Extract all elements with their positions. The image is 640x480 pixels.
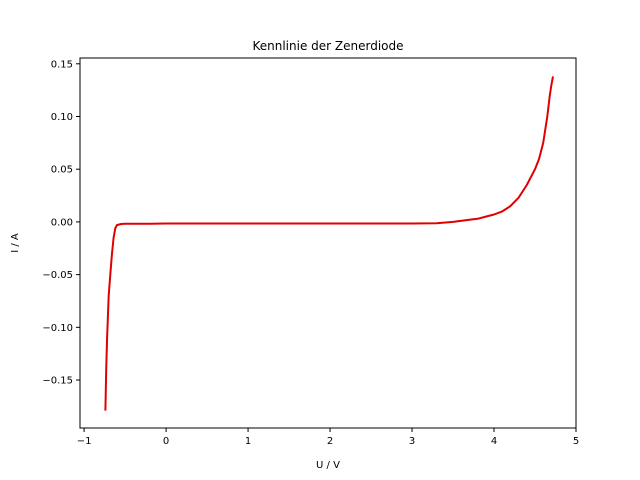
x-tick-label: 4 <box>491 436 497 447</box>
x-tick-label: 2 <box>327 436 333 447</box>
x-axis: −1 0 1 2 3 4 5 <box>77 428 579 447</box>
y-axis-label: I / A <box>10 233 21 253</box>
y-tick-label: 0.05 <box>51 165 73 176</box>
y-tick-label: −0.05 <box>42 270 73 281</box>
y-tick-label: −0.10 <box>42 323 73 334</box>
series-line <box>104 76 554 411</box>
x-tick-label: 3 <box>409 436 415 447</box>
y-tick-label: 0.15 <box>51 59 73 70</box>
y-tick-label: 0.00 <box>51 217 73 228</box>
chart-title: Kennlinie der Zenerdiode <box>252 39 403 53</box>
x-tick-label: −1 <box>77 436 92 447</box>
plot-area <box>104 76 554 411</box>
x-axis-label: U / V <box>316 460 340 471</box>
y-tick-label: −0.15 <box>42 376 73 387</box>
x-tick-label: 5 <box>573 436 579 447</box>
plot-frame <box>79 57 577 429</box>
y-tick-label: 0.10 <box>51 112 73 123</box>
y-axis: −0.15 −0.10 −0.05 0.00 0.05 0.10 0.15 <box>42 59 80 387</box>
x-tick-label: 1 <box>245 436 251 447</box>
x-tick-label: 0 <box>163 436 169 447</box>
